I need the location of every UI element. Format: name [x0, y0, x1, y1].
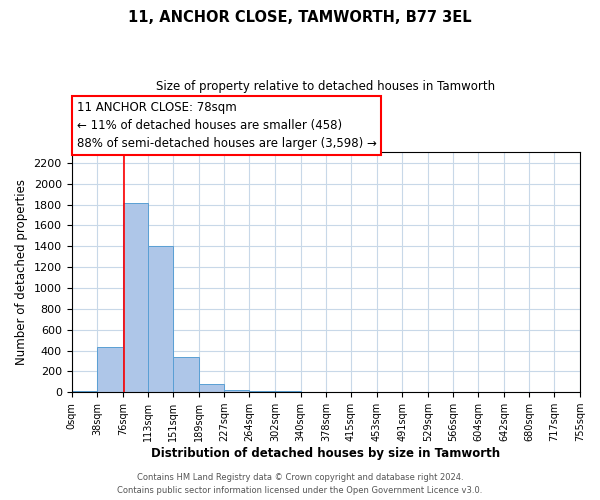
Bar	[123, 202, 148, 392]
Title: Size of property relative to detached houses in Tamworth: Size of property relative to detached ho…	[156, 80, 496, 93]
Text: 11, ANCHOR CLOSE, TAMWORTH, B77 3EL: 11, ANCHOR CLOSE, TAMWORTH, B77 3EL	[128, 10, 472, 25]
Bar	[71, 390, 97, 392]
Bar	[275, 391, 301, 392]
Text: Contains HM Land Registry data © Crown copyright and database right 2024.
Contai: Contains HM Land Registry data © Crown c…	[118, 474, 482, 495]
Bar	[199, 384, 224, 392]
Y-axis label: Number of detached properties: Number of detached properties	[15, 180, 28, 366]
X-axis label: Distribution of detached houses by size in Tamworth: Distribution of detached houses by size …	[151, 447, 500, 460]
Bar	[173, 357, 199, 392]
Bar	[148, 246, 173, 392]
Text: 11 ANCHOR CLOSE: 78sqm
← 11% of detached houses are smaller (458)
88% of semi-de: 11 ANCHOR CLOSE: 78sqm ← 11% of detached…	[77, 101, 376, 150]
Bar	[97, 348, 123, 392]
Bar	[250, 391, 275, 392]
Bar	[224, 390, 250, 392]
